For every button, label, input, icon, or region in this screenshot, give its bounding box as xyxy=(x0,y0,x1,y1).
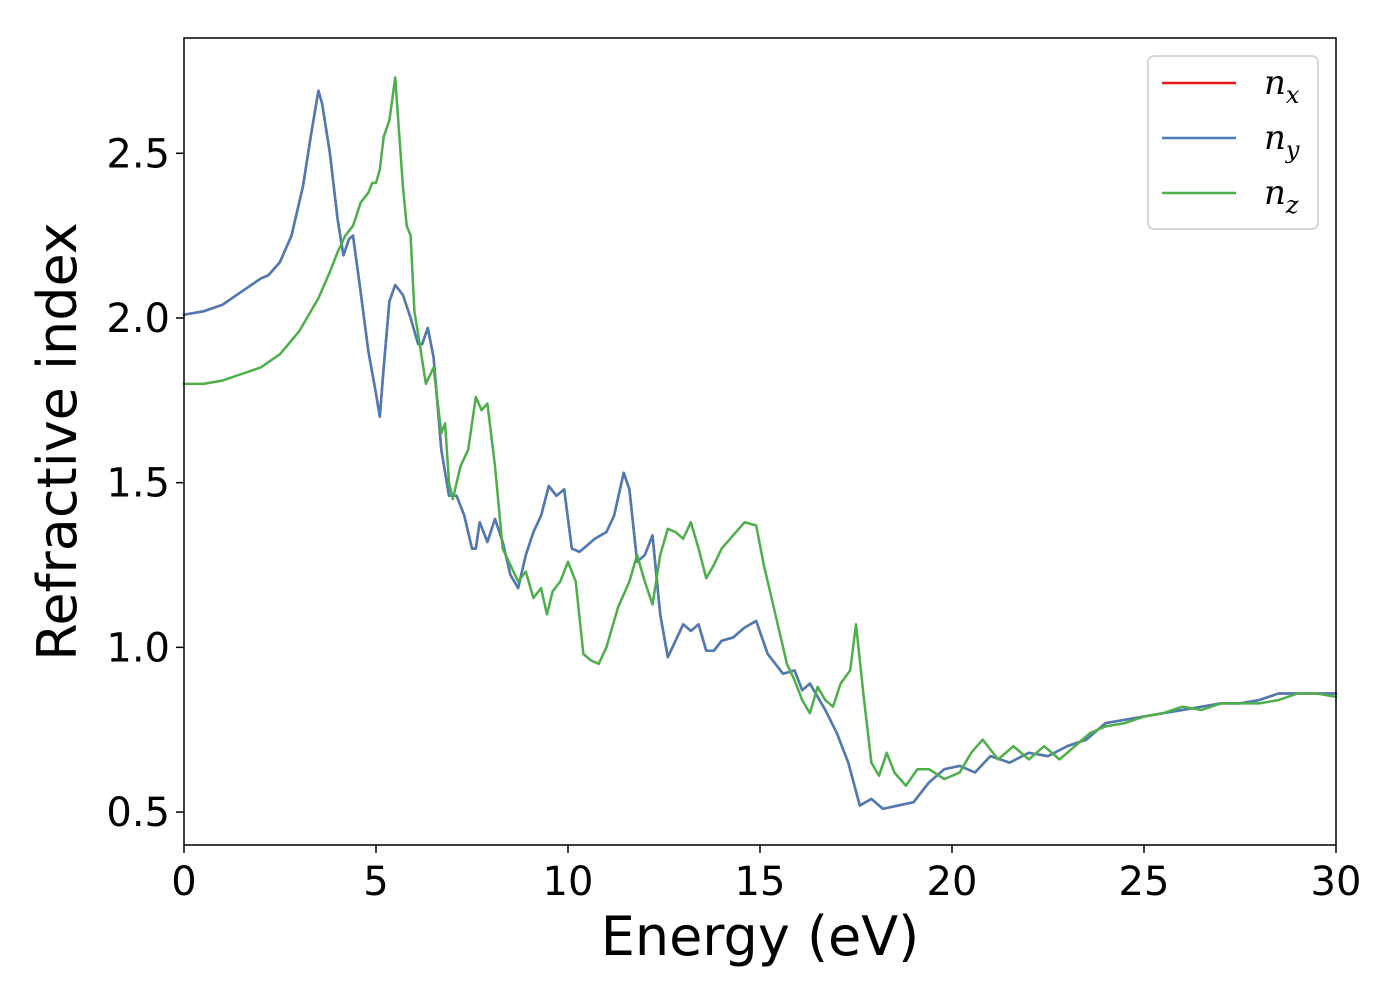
x-tick-label: 15 xyxy=(735,859,786,905)
x-tick-label: 25 xyxy=(1119,859,1170,905)
legend-box xyxy=(1147,55,1319,230)
legend: nx ny nz xyxy=(1147,55,1319,230)
series-line-y xyxy=(182,89,1338,811)
x-tick-label: 5 xyxy=(363,859,388,905)
y-tick-label: 1.5 xyxy=(106,461,170,507)
y-tick-label: 2.5 xyxy=(106,131,170,177)
series-line-z xyxy=(182,76,1338,787)
x-tick-label: 30 xyxy=(1311,859,1362,905)
x-tick-label: 20 xyxy=(927,859,978,905)
y-axis-ticks: 0.5 1.0 1.5 2.0 2.5 xyxy=(106,131,184,836)
x-tick-label: 10 xyxy=(543,859,594,905)
y-tick-label: 0.5 xyxy=(106,790,170,836)
x-axis-title: Energy (eV) xyxy=(601,905,920,968)
legend-label-x: nx xyxy=(1264,63,1300,109)
x-axis-ticks: 0 5 10 15 20 25 30 xyxy=(171,845,1361,905)
x-tick-label: 0 xyxy=(171,859,196,905)
y-axis-title: Refractive index xyxy=(26,222,89,661)
legend-label-y: ny xyxy=(1264,118,1300,164)
y-tick-label: 1.0 xyxy=(106,625,170,671)
series-layer xyxy=(182,76,1338,811)
legend-label-z: nz xyxy=(1264,173,1299,219)
y-tick-label: 2.0 xyxy=(106,296,170,342)
